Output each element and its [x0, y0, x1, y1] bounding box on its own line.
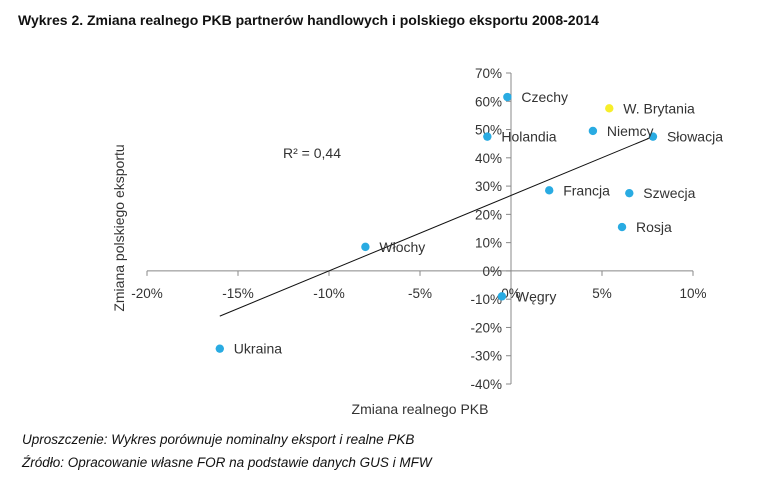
data-label: Węgry	[516, 288, 556, 304]
y-tick-label: 60%	[475, 94, 502, 109]
data-point	[483, 132, 492, 141]
data-point	[605, 104, 614, 113]
x-tick-label: -20%	[131, 286, 163, 301]
y-tick-label: -30%	[470, 349, 502, 364]
y-tick-label: 40%	[475, 151, 502, 166]
note-simplification: Uproszczenie: Wykres porównuje nominalny…	[22, 432, 415, 447]
y-tick-label: 0%	[482, 264, 502, 279]
y-tick-label: -40%	[470, 377, 502, 392]
x-tick-label: 0%	[501, 286, 521, 301]
data-label: Ukraina	[234, 341, 282, 357]
y-tick-label: -20%	[470, 320, 502, 335]
data-label: Niemcy	[607, 123, 654, 139]
data-label: Rosja	[636, 219, 672, 235]
y-tick-label: -10%	[470, 292, 502, 307]
data-point	[588, 126, 598, 136]
scatter-chart: -20% -15% -10% -5% 0% 5% 10% 70% 60% 50% 40% 30% 20%…	[111, 66, 723, 417]
data-label: Czechy	[521, 89, 568, 105]
trendline-group	[219, 136, 654, 317]
data-point	[625, 188, 634, 198]
data-point	[503, 92, 512, 102]
data-point	[617, 222, 627, 232]
data-point	[648, 132, 658, 141]
r-squared-annotation: R² = 0,44	[283, 145, 341, 161]
x-tick-label: -10%	[313, 286, 345, 301]
labels-group: Czechy W. Brytania Niemcy Holandia Słowacja F…	[234, 89, 723, 357]
data-point	[545, 186, 554, 195]
data-label: Szwecja	[643, 185, 695, 201]
y-tick-label: 20%	[475, 207, 502, 222]
data-point	[497, 292, 507, 301]
data-label: Włochy	[379, 239, 425, 255]
x-tick-label: -5%	[408, 286, 432, 301]
chart-title: Wykres 2. Zmiana realnego PKB partnerów …	[18, 12, 599, 28]
y-axis-label: Zmiana polskiego eksportu	[111, 144, 127, 311]
trendline	[219, 136, 654, 317]
x-tick-label: -15%	[222, 286, 254, 301]
data-label: Słowacja	[667, 129, 723, 145]
points-group	[215, 92, 658, 353]
data-label: Holandia	[501, 129, 556, 145]
axes: -20% -15% -10% -5% 0% 5% 10% 70% 60% 50% 40% 30% 20%…	[131, 66, 706, 392]
y-tick-label: 10%	[475, 236, 502, 251]
data-label: W. Brytania	[623, 100, 695, 116]
y-tick-label: 30%	[475, 179, 502, 194]
data-point	[361, 242, 370, 252]
data-point	[215, 344, 224, 353]
x-tick-label: 5%	[592, 286, 612, 301]
x-axis-label: Zmiana realnego PKB	[352, 401, 489, 417]
x-tick-label: 10%	[679, 286, 706, 301]
note-source: Źródło: Opracowanie własne FOR na podsta…	[22, 455, 432, 470]
y-tick-label: 50%	[475, 123, 502, 138]
data-label: Francja	[563, 182, 610, 198]
y-tick-label: 70%	[475, 66, 502, 81]
